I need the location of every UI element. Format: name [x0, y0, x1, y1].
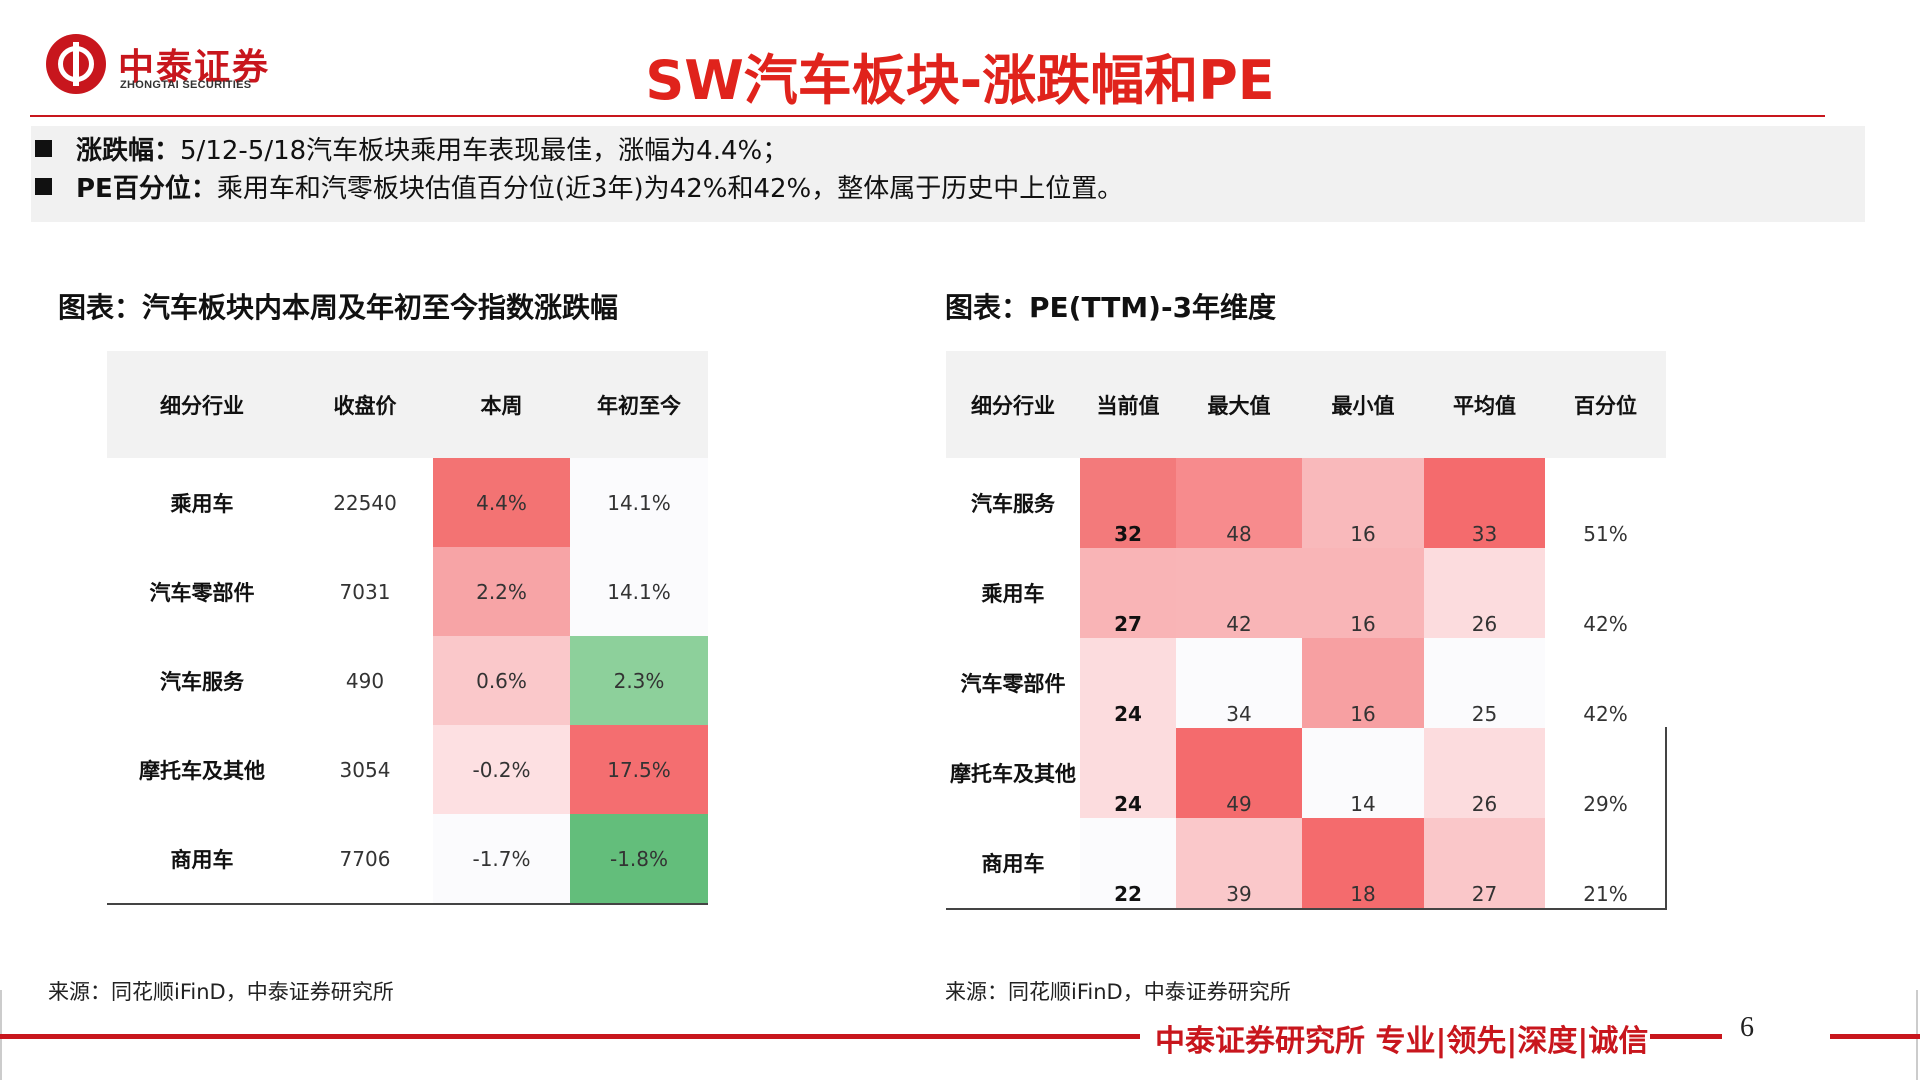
summary-key: PE百分位：: [76, 174, 217, 204]
industry-cell: 摩托车及其他: [950, 762, 1076, 786]
industry-cell: 摩托车及其他: [139, 758, 265, 783]
header-industry: 细分行业: [946, 351, 1080, 458]
left-source-note: 来源：同花顺iFinD，中泰证券研究所: [48, 980, 394, 1004]
footer-rule: [0, 1034, 1140, 1039]
ytd-change-cell: -1.8%: [570, 814, 708, 905]
close-price-cell: 7031: [339, 579, 391, 604]
avg-pe-cell: 26: [1424, 728, 1545, 818]
slide-title: SW汽车板块-涨跌幅和PE: [645, 49, 1275, 112]
avg-pe-cell: 25: [1424, 638, 1545, 728]
max-pe-cell: 48: [1176, 458, 1302, 548]
ytd-change-cell: 14.1%: [570, 458, 708, 547]
current-pe-cell: 22: [1080, 818, 1176, 910]
table-row: 商用车 7706 -1.7% -1.8%: [107, 814, 708, 905]
summary-key: 涨跌幅：: [76, 136, 181, 166]
avg-pe-cell: 27: [1424, 818, 1545, 910]
industry-cell: 汽车零部件: [149, 580, 255, 605]
summary-item: 涨跌幅：5/12-5/18汽车板块乘用车表现最佳，涨幅为4.4%；: [35, 130, 788, 167]
industry-cell: 汽车服务: [971, 492, 1055, 516]
right-chart-title: 图表：PE(TTM)-3年维度: [945, 291, 1277, 324]
week-change-cell: 4.4%: [433, 458, 570, 547]
min-pe-cell: 16: [1302, 638, 1424, 728]
close-price-cell: 490: [345, 668, 385, 693]
current-pe-cell: 24: [1080, 728, 1176, 818]
max-pe-cell: 49: [1176, 728, 1302, 818]
footer-rule: [1650, 1034, 1722, 1039]
close-price-cell: 7706: [297, 814, 433, 905]
close-price-cell: 3054: [339, 757, 391, 782]
week-change-cell: 2.2%: [433, 547, 570, 636]
summary-text: 5/12-5/18汽车板块乘用车表现最佳，涨幅为4.4%；: [180, 136, 789, 166]
table-header-row: 细分行业 收盘价 本周 年初至今: [107, 351, 708, 458]
table-row: 乘用车 22540 4.4% 14.1%: [107, 458, 708, 547]
left-chart-title: 图表：汽车板块内本周及年初至今指数涨跌幅: [58, 291, 619, 324]
header-ytd: 年初至今: [570, 351, 708, 458]
header-close: 收盘价: [297, 351, 433, 458]
min-pe-cell: 16: [1302, 458, 1424, 548]
table-row: 汽车服务 32 48 16 33 51%: [946, 458, 1666, 548]
summary-box: 涨跌幅：5/12-5/18汽车板块乘用车表现最佳，涨幅为4.4%； PE百分位：…: [31, 126, 1865, 222]
logo-name-en: ZHONGTAI SECURITIES: [120, 79, 252, 91]
week-change-cell: -1.7%: [433, 814, 570, 905]
ytd-change-cell: 2.3%: [570, 636, 708, 725]
summary-item: PE百分位：乘用车和汽零板块估值百分位(近3年)为42%和42%，整体属于历史中…: [35, 168, 1123, 205]
table-row: 摩托车及其他 24 49 14 26 29%: [946, 728, 1666, 818]
industry-cell: 汽车零部件: [960, 672, 1066, 696]
company-logo: 中泰证券 ZHONGTAI SECURITIES: [46, 34, 306, 100]
table-header-row: 细分行业 当前值 最大值 最小值 平均值 百分位: [946, 351, 1666, 458]
week-change-cell: 0.6%: [433, 636, 570, 725]
max-pe-cell: 39: [1176, 818, 1302, 910]
percentile-cell: 29%: [1583, 792, 1628, 816]
industry-cell: 商用车: [107, 814, 297, 905]
percentile-cell: 42%: [1583, 612, 1628, 636]
avg-pe-cell: 33: [1424, 458, 1545, 548]
min-pe-cell: 18: [1302, 818, 1424, 910]
ytd-change-cell: 17.5%: [570, 725, 708, 814]
header-percentile: 百分位: [1545, 351, 1666, 458]
header-week: 本周: [433, 351, 570, 458]
industry-cell: 汽车服务: [160, 669, 244, 694]
current-pe-cell: 27: [1080, 548, 1176, 638]
pe-table: 细分行业 当前值 最大值 最小值 平均值 百分位 汽车服务 32 48 16 33 51%…: [946, 351, 1666, 910]
industry-cell: 商用车: [946, 818, 1080, 910]
current-pe-cell: 32: [1080, 458, 1176, 548]
max-pe-cell: 42: [1176, 548, 1302, 638]
max-pe-cell: 34: [1176, 638, 1302, 728]
summary-text: 乘用车和汽零板块估值百分位(近3年)为42%和42%，整体属于历史中上位置。: [216, 174, 1124, 204]
right-source-note: 来源：同花顺iFinD，中泰证券研究所: [945, 980, 1291, 1004]
table-row: 汽车零部件 24 34 16 25 42%: [946, 638, 1666, 728]
percentile-cell: 42%: [1583, 702, 1628, 726]
header-avg: 平均值: [1424, 351, 1545, 458]
header-min: 最小值: [1302, 351, 1424, 458]
header-industry: 细分行业: [107, 351, 297, 458]
bullet-square-icon: [35, 140, 52, 157]
header-current: 当前值: [1080, 351, 1176, 458]
logo-icon: [46, 34, 106, 94]
ytd-change-cell: 14.1%: [570, 547, 708, 636]
table-row: 汽车零部件 7031 2.2% 14.1%: [107, 547, 708, 636]
bullet-square-icon: [35, 178, 52, 195]
current-pe-cell: 24: [1080, 638, 1176, 728]
table-row: 摩托车及其他 3054 -0.2% 17.5%: [107, 725, 708, 814]
industry-cell: 乘用车: [981, 582, 1045, 606]
title-divider: [30, 115, 1825, 117]
table-row: 商用车 22 39 18 27 21%: [946, 818, 1666, 910]
table-row: 乘用车 27 42 16 26 42%: [946, 548, 1666, 638]
footer-slogan: 中泰证券研究所 专业|领先|深度|诚信: [1155, 1024, 1649, 1059]
table-row: 汽车服务 490 0.6% 2.3%: [107, 636, 708, 725]
min-pe-cell: 14: [1302, 728, 1424, 818]
industry-cell: 乘用车: [170, 491, 234, 516]
returns-table: 细分行业 收盘价 本周 年初至今 乘用车 22540 4.4% 14.1% 汽车零部件 7…: [107, 351, 708, 905]
percentile-cell: 51%: [1583, 522, 1628, 546]
logo-name-cn: 中泰证券: [118, 47, 271, 88]
header-max: 最大值: [1176, 351, 1302, 458]
avg-pe-cell: 26: [1424, 548, 1545, 638]
week-change-cell: -0.2%: [433, 725, 570, 814]
page-number: 6: [1740, 1012, 1754, 1043]
min-pe-cell: 16: [1302, 548, 1424, 638]
table-border: [1665, 727, 1667, 910]
close-price-cell: 22540: [333, 490, 397, 515]
percentile-cell: 21%: [1545, 818, 1666, 910]
footer-rule: [1830, 1034, 1920, 1039]
